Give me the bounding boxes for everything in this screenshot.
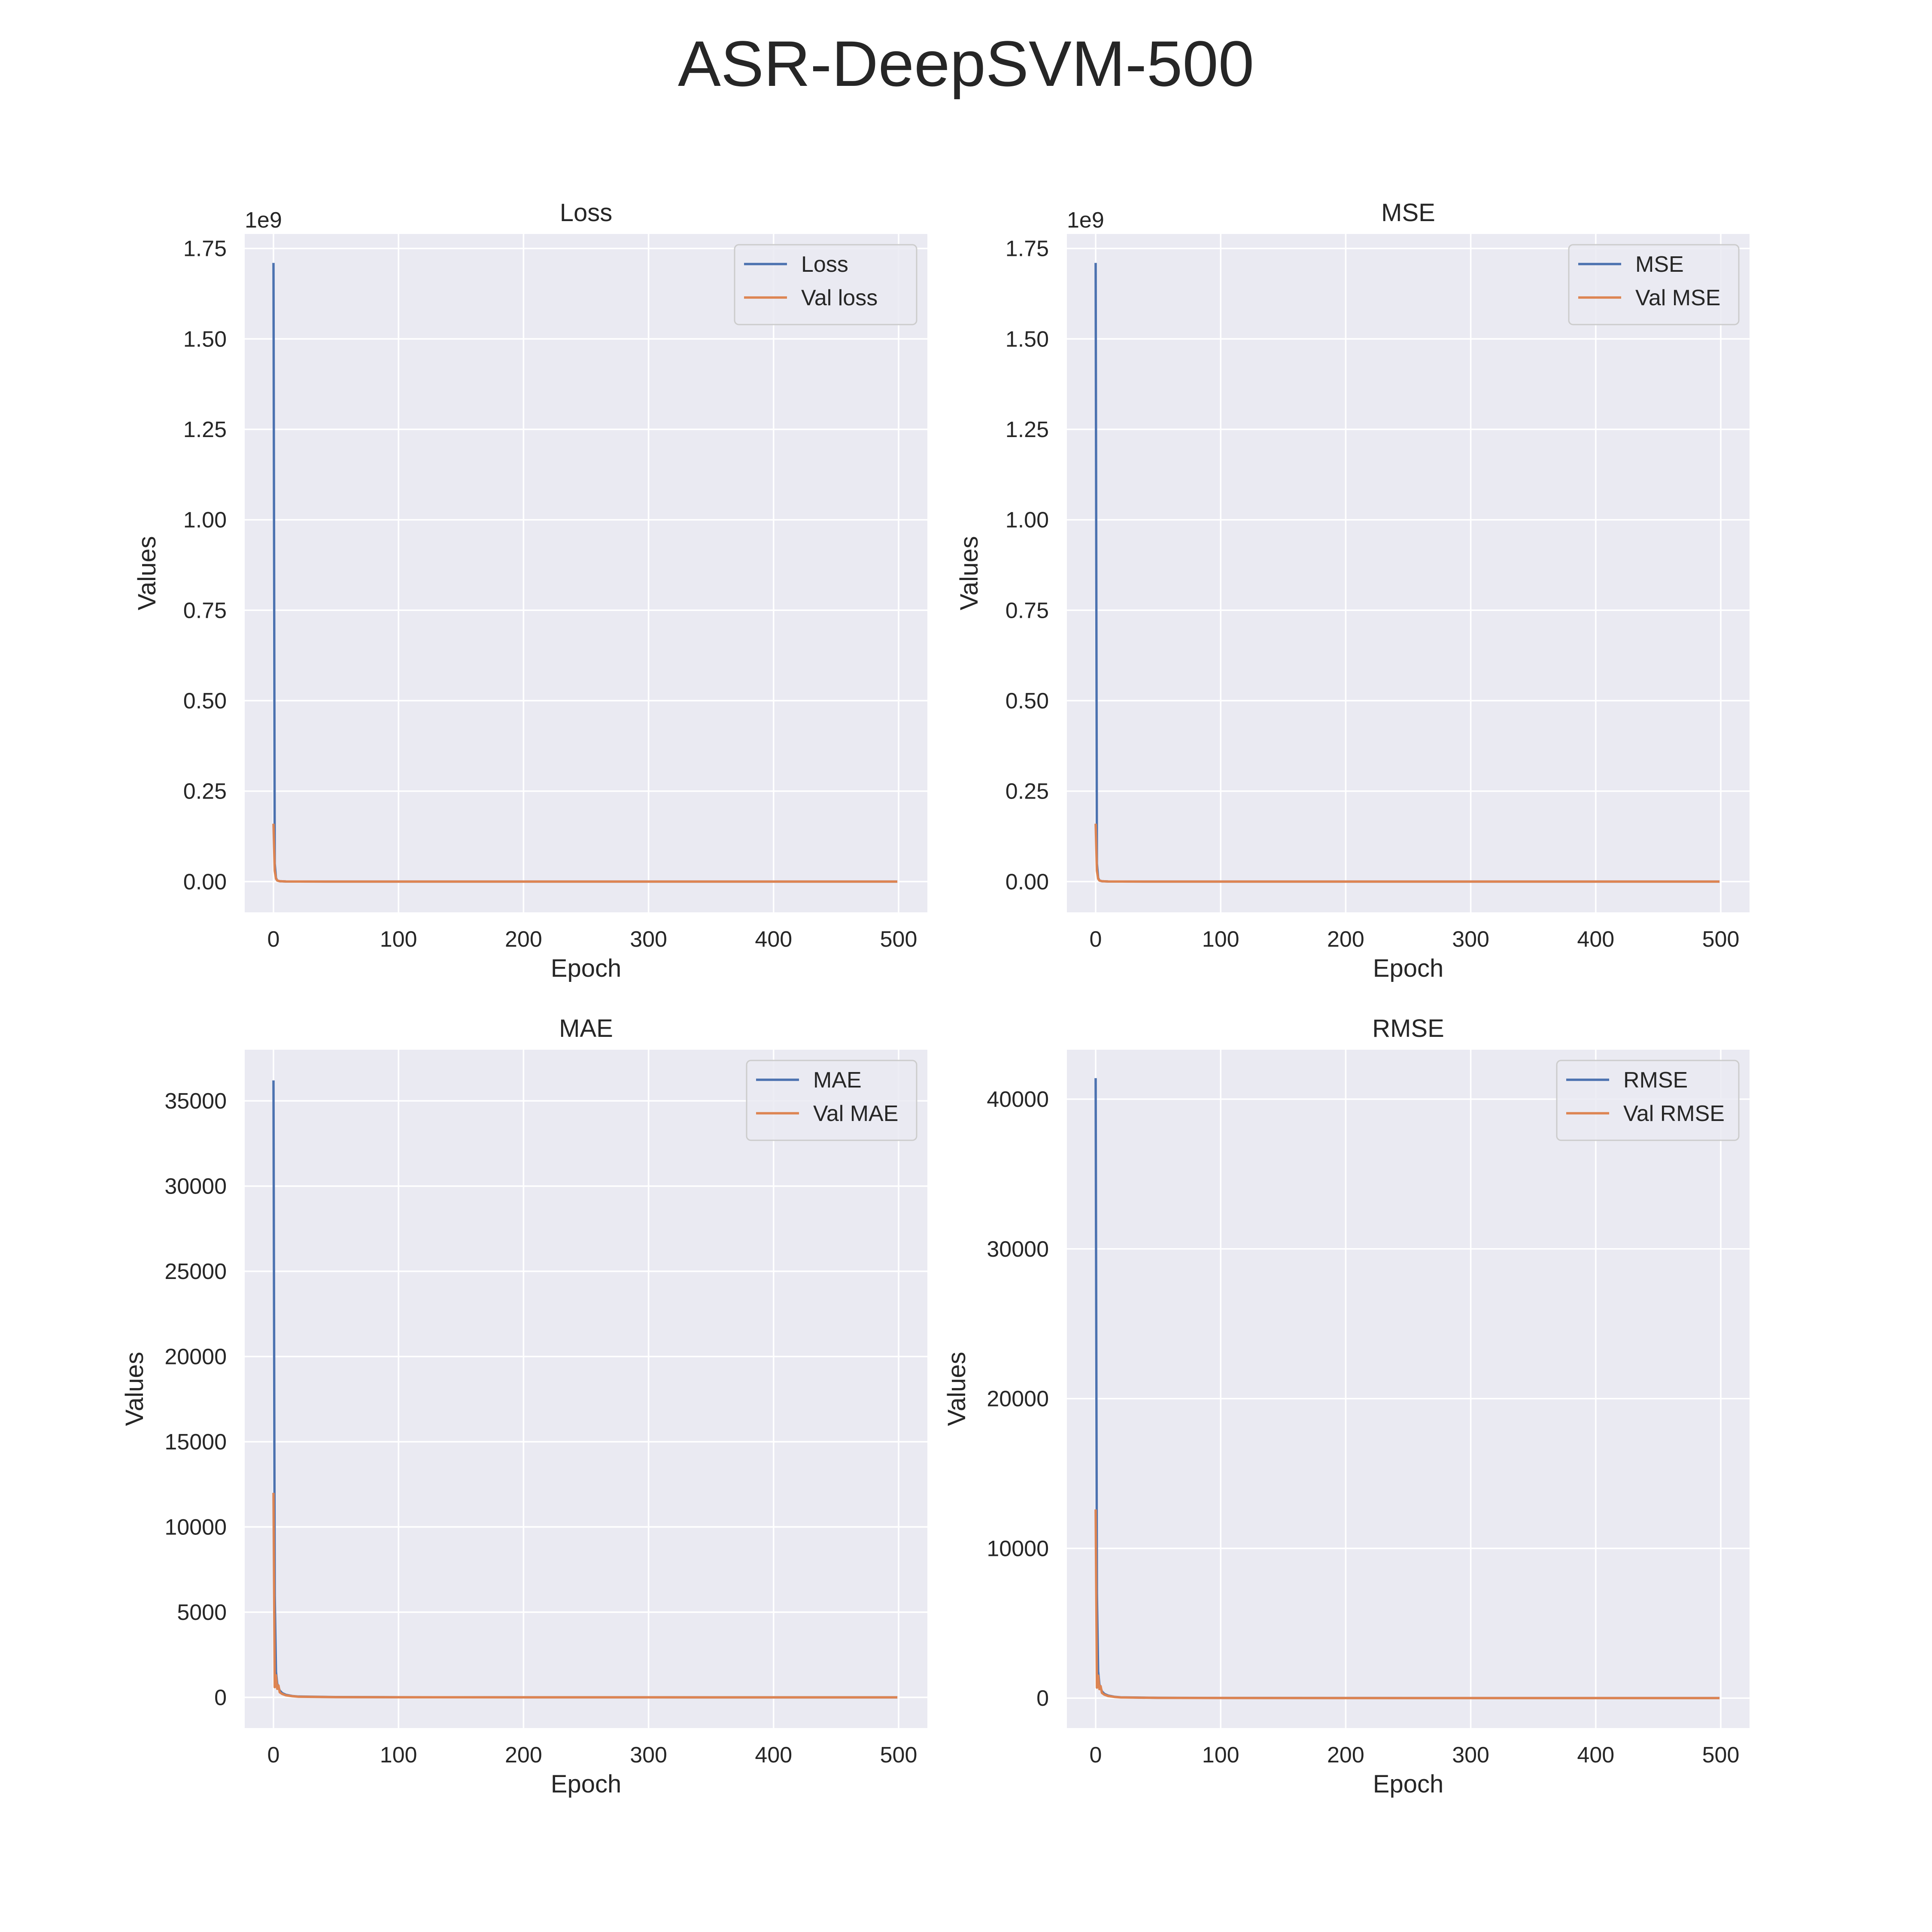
loss-legend-label-loss: Loss: [801, 252, 848, 277]
mse-subplot-title: MSE: [1381, 199, 1435, 227]
rmse-y-axis-label: Values: [943, 1352, 971, 1426]
rmse-x-tick-label: 200: [1327, 1743, 1364, 1768]
loss-subplot-title: Loss: [560, 199, 613, 227]
mae-x-tick-label: 100: [380, 1743, 417, 1768]
rmse-legend-label-rmse: RMSE: [1623, 1068, 1688, 1093]
mae-subplot: 0 100 200 300 400 500050001000015000200002500…: [121, 1015, 927, 1798]
mae-x-tick-label: 200: [505, 1743, 542, 1768]
rmse-y-tick-label: 0: [1036, 1686, 1049, 1711]
rmse-plot-area: [1067, 1050, 1750, 1728]
mae-legend: MAE Val MAE: [746, 1060, 917, 1141]
subplots-grid: 0 100 200 300 400 500 0.00 0.25 0.50 0.75 1.00 1.25…: [121, 199, 1750, 1798]
mae-x-tick-label: 400: [755, 1743, 792, 1768]
mae-legend-label-val-mae: Val MAE: [813, 1101, 898, 1126]
loss-y-tick-label: 1.00: [183, 508, 227, 533]
rmse-y-tick-label: 40000: [987, 1087, 1049, 1112]
loss-legend: Loss Val loss: [734, 244, 917, 325]
loss-series-group: [272, 263, 898, 883]
loss-plot-area: [245, 234, 927, 912]
mae-x-tick-label: 500: [880, 1743, 917, 1768]
mse-subplot: 0 100 200 300 400 500 0.00 0.25 0.50 0.75 1.00 1.25…: [955, 199, 1750, 982]
mse-y-tick-label: 1.75: [1005, 237, 1049, 261]
loss-x-tick-label: 200: [505, 927, 542, 952]
mae-y-tick-label: 15000: [164, 1430, 227, 1455]
mae-x-tick-label: 0: [267, 1743, 280, 1768]
rmse-x-tick-label: 100: [1202, 1743, 1239, 1768]
rmse-subplot: 0 100 200 300 400 500 0 10000 20000 30000 40000 RMS…: [943, 1015, 1750, 1798]
rmse-subplot-title: RMSE: [1372, 1015, 1444, 1042]
mae-y-tick-label: 25000: [164, 1259, 227, 1284]
mae-y-tick-label: 10000: [164, 1515, 227, 1540]
rmse-y-tick-label: 10000: [987, 1536, 1049, 1561]
loss-y-tick-label: 1.50: [183, 327, 227, 352]
mse-y-tick-label: 1.00: [1005, 508, 1049, 533]
loss-y-axis-label: Values: [133, 536, 161, 610]
rmse-y-tick-label: 20000: [987, 1387, 1049, 1412]
loss-x-axis-label: Epoch: [551, 954, 621, 982]
mae-y-tick-label: 0: [214, 1686, 227, 1710]
mse-legend-label-mse: MSE: [1635, 252, 1684, 277]
loss-y-tick-label: 1.25: [183, 417, 227, 442]
loss-series-line-val-loss: [272, 823, 898, 883]
figure-title: ASR-DeepSVM-500: [678, 27, 1254, 100]
mse-plot-area: [1067, 234, 1750, 912]
loss-x-tick-label: 0: [267, 927, 280, 952]
mae-subplot-title: MAE: [559, 1015, 613, 1042]
mae-y-tick-label: 5000: [177, 1600, 227, 1625]
mse-y-tick-label: 0.00: [1005, 869, 1049, 894]
rmse-x-tick-label: 500: [1702, 1743, 1740, 1768]
rmse-x-tick-label: 400: [1577, 1743, 1614, 1768]
loss-x-tick-label: 100: [380, 927, 417, 952]
mse-x-tick-label: 300: [1452, 927, 1489, 952]
mse-x-tick-label: 200: [1327, 927, 1364, 952]
rmse-legend-label-val-rmse: Val RMSE: [1623, 1101, 1725, 1126]
rmse-series-group: [1094, 1078, 1720, 1699]
loss-y-tick-label: 0.50: [183, 689, 227, 714]
mae-y-tick-label: 30000: [164, 1174, 227, 1199]
loss-x-tick-label: 500: [880, 927, 917, 952]
loss-y-offset-label: 1e9: [245, 208, 282, 233]
mae-y-tick-label: 35000: [164, 1089, 227, 1114]
mae-y-tick-label: 20000: [164, 1345, 227, 1370]
mse-series-line-val-mse: [1094, 823, 1720, 883]
loss-y-tick-label: 1.75: [183, 237, 227, 261]
mse-y-tick-label: 1.25: [1005, 417, 1049, 442]
mse-x-tick-label: 500: [1702, 927, 1740, 952]
mae-series-line-val-mae: [272, 1493, 898, 1699]
mae-x-axis-label: Epoch: [551, 1770, 621, 1798]
rmse-x-tick-label: 300: [1452, 1743, 1489, 1768]
mse-x-tick-label: 400: [1577, 927, 1614, 952]
mse-y-tick-label: 0.75: [1005, 598, 1049, 623]
mse-legend-label-val-mse: Val MSE: [1635, 286, 1720, 310]
mse-x-axis-label: Epoch: [1373, 954, 1443, 982]
mae-y-axis-label: Values: [121, 1352, 149, 1426]
mse-legend: MSE Val MSE: [1568, 244, 1740, 325]
mae-series-group: [272, 1080, 898, 1699]
rmse-x-tick-label: 0: [1090, 1743, 1102, 1768]
loss-x-tick-label: 400: [755, 927, 792, 952]
loss-y-tick-label: 0.25: [183, 779, 227, 804]
mse-x-tick-label: 100: [1202, 927, 1239, 952]
loss-legend-label-val-loss: Val loss: [801, 286, 878, 310]
mse-x-tick-label: 0: [1090, 927, 1102, 952]
mse-series-group: [1094, 263, 1720, 883]
rmse-legend: RMSE Val RMSE: [1556, 1060, 1740, 1141]
mse-y-offset-label: 1e9: [1067, 208, 1104, 233]
mse-y-tick-label: 0.50: [1005, 689, 1049, 714]
rmse-series-line-val-rmse: [1094, 1509, 1720, 1699]
loss-x-tick-label: 300: [630, 927, 667, 952]
mae-x-tick-label: 300: [630, 1743, 667, 1768]
mse-y-axis-label: Values: [955, 536, 983, 610]
rmse-y-tick-label: 30000: [987, 1237, 1049, 1262]
mse-y-tick-label: 0.25: [1005, 779, 1049, 804]
mae-plot-area: [245, 1050, 927, 1728]
loss-subplot: 0 100 200 300 400 500 0.00 0.25 0.50 0.75 1.00 1.25…: [133, 199, 927, 982]
rmse-x-axis-label: Epoch: [1373, 1770, 1443, 1798]
mae-legend-label-mae: MAE: [813, 1068, 862, 1093]
loss-y-tick-label: 0.75: [183, 598, 227, 623]
mse-y-tick-label: 1.50: [1005, 327, 1049, 352]
loss-y-tick-label: 0.00: [183, 869, 227, 894]
